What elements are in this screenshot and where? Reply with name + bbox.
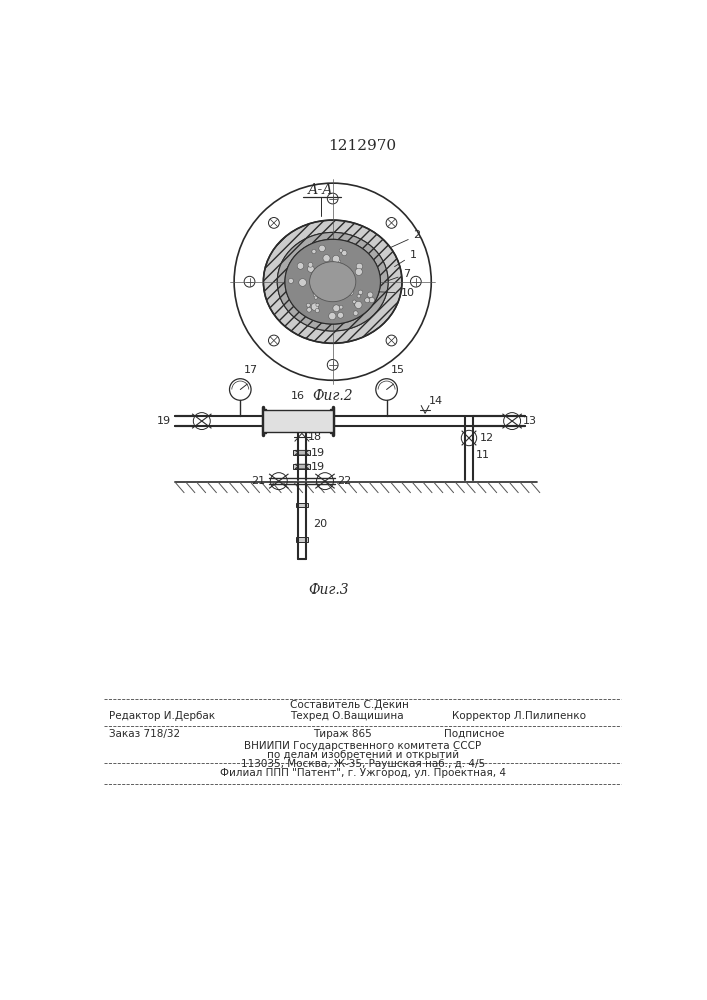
Circle shape — [308, 266, 314, 272]
Circle shape — [313, 291, 320, 298]
Text: ВНИИПИ Государственного комитета СССР: ВНИИПИ Государственного комитета СССР — [244, 741, 481, 751]
Circle shape — [346, 284, 350, 288]
Text: 2: 2 — [391, 231, 421, 247]
Circle shape — [354, 301, 360, 307]
Text: 11: 11 — [476, 450, 490, 460]
Text: 1: 1 — [395, 250, 416, 267]
Bar — [293, 450, 310, 455]
Ellipse shape — [285, 239, 380, 324]
Circle shape — [332, 276, 337, 280]
Circle shape — [341, 269, 346, 275]
Text: 16: 16 — [291, 391, 305, 401]
Circle shape — [307, 307, 312, 312]
Circle shape — [356, 263, 363, 270]
Text: Филиал ППП "Патент", г. Ужгород, ул. Проектная, 4: Филиал ППП "Патент", г. Ужгород, ул. Про… — [220, 768, 506, 778]
Text: А-А: А-А — [308, 183, 334, 197]
Circle shape — [346, 288, 354, 296]
Text: 7: 7 — [387, 269, 411, 281]
Text: Фиг.3: Фиг.3 — [308, 583, 349, 597]
Circle shape — [354, 302, 357, 306]
Polygon shape — [295, 450, 309, 455]
Circle shape — [355, 301, 362, 308]
Text: 13: 13 — [523, 416, 537, 426]
Text: 19: 19 — [311, 448, 325, 458]
Text: по делам изобретений и открытий: по делам изобретений и открытий — [267, 750, 459, 760]
Circle shape — [341, 293, 345, 296]
Circle shape — [354, 311, 358, 316]
Text: 21: 21 — [251, 476, 265, 486]
Circle shape — [339, 265, 343, 268]
Text: 15: 15 — [390, 365, 404, 375]
Text: 14: 14 — [429, 396, 443, 406]
Text: 1212970: 1212970 — [328, 139, 396, 153]
Text: 20: 20 — [313, 519, 327, 529]
Circle shape — [341, 250, 347, 256]
Text: Редактор И.Дербак: Редактор И.Дербак — [110, 711, 216, 721]
Polygon shape — [295, 464, 309, 469]
Circle shape — [316, 288, 320, 292]
Circle shape — [365, 298, 370, 303]
Circle shape — [311, 303, 319, 310]
Text: 19: 19 — [311, 462, 325, 472]
Text: 10: 10 — [379, 288, 414, 298]
Circle shape — [313, 272, 317, 275]
Circle shape — [312, 289, 317, 294]
Circle shape — [332, 255, 339, 263]
Ellipse shape — [277, 232, 388, 331]
Text: 22: 22 — [337, 476, 351, 486]
Ellipse shape — [264, 220, 402, 343]
Ellipse shape — [310, 262, 356, 302]
Circle shape — [312, 249, 316, 254]
Circle shape — [340, 280, 344, 283]
Text: Заказ 718/32: Заказ 718/32 — [110, 729, 180, 739]
Circle shape — [319, 245, 325, 252]
Bar — [293, 464, 310, 469]
Circle shape — [308, 262, 313, 267]
Circle shape — [288, 278, 293, 283]
Text: Фиг.2: Фиг.2 — [312, 389, 353, 403]
Text: Корректор Л.Пилипенко: Корректор Л.Пилипенко — [452, 711, 586, 721]
Circle shape — [355, 268, 363, 275]
Circle shape — [297, 263, 304, 269]
Circle shape — [369, 297, 375, 303]
Circle shape — [358, 290, 363, 294]
Circle shape — [339, 249, 343, 252]
Circle shape — [368, 292, 373, 298]
Circle shape — [333, 305, 339, 312]
Circle shape — [314, 296, 317, 299]
Circle shape — [315, 308, 320, 313]
Bar — [264, 410, 333, 432]
Circle shape — [310, 267, 315, 272]
Circle shape — [335, 259, 341, 264]
Text: 12: 12 — [480, 433, 494, 443]
Text: Подписное: Подписное — [444, 729, 505, 739]
Circle shape — [341, 293, 347, 298]
Circle shape — [299, 279, 306, 286]
Text: 113035, Москва, Ж-35, Раушская наб., д. 4/5: 113035, Москва, Ж-35, Раушская наб., д. … — [240, 759, 485, 769]
Circle shape — [353, 300, 356, 303]
Circle shape — [316, 303, 319, 307]
Circle shape — [337, 312, 344, 318]
Ellipse shape — [277, 232, 388, 331]
Text: Тираж 865: Тираж 865 — [313, 729, 372, 739]
Circle shape — [314, 277, 319, 282]
Circle shape — [357, 294, 361, 298]
Circle shape — [339, 305, 343, 309]
Text: 18: 18 — [308, 432, 322, 442]
Circle shape — [306, 303, 310, 307]
Circle shape — [333, 285, 337, 289]
Circle shape — [329, 312, 336, 320]
Text: Техред О.Ващишина: Техред О.Ващишина — [291, 711, 404, 721]
Ellipse shape — [285, 239, 380, 324]
Circle shape — [323, 255, 330, 262]
Text: 17: 17 — [244, 365, 258, 375]
Bar — [296, 503, 308, 507]
Bar — [296, 537, 308, 542]
Text: Составитель С.Декин: Составитель С.Декин — [291, 700, 409, 710]
Text: 19: 19 — [157, 416, 171, 426]
